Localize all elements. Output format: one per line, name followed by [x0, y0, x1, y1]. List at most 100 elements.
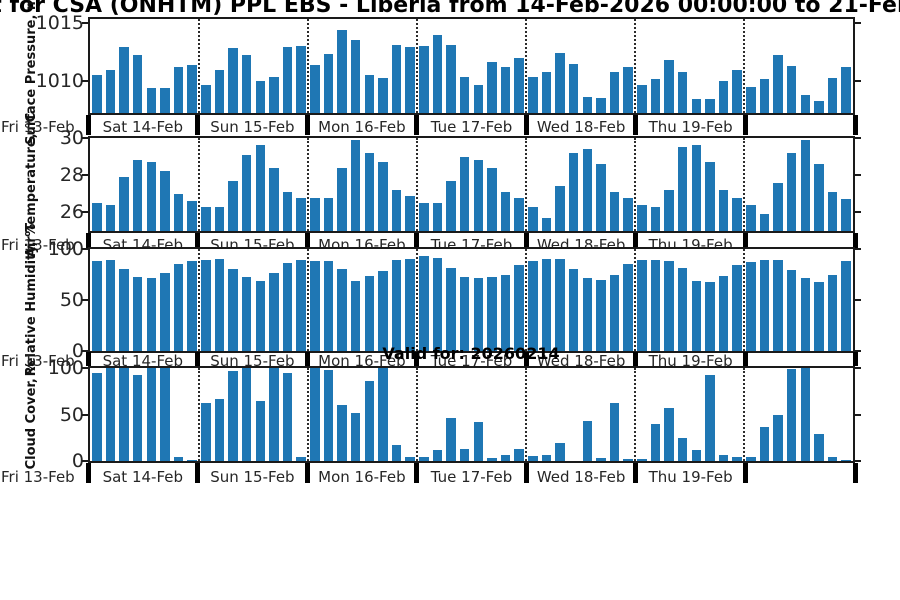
data-bar: [841, 199, 851, 231]
data-bar: [786, 368, 797, 461]
data-bar: [241, 368, 252, 461]
data-bar: [800, 139, 811, 231]
data-bar: [255, 81, 266, 113]
data-bar: [419, 46, 429, 113]
data-bar: [378, 162, 388, 231]
data-bar: [119, 269, 129, 351]
data-bar: [677, 437, 688, 461]
data-bar: [500, 191, 511, 231]
y-tick-mark: [855, 137, 861, 139]
data-bar: [282, 372, 293, 461]
data-bar: [323, 197, 334, 231]
day-boundary-tick: [414, 115, 420, 135]
data-bar: [691, 449, 702, 461]
data-bar: [677, 147, 688, 231]
data-bar: [310, 368, 320, 461]
data-bar: [732, 457, 742, 461]
y-tick-label: 1015: [35, 11, 84, 34]
y-axis-label: Cloud Cover, %: [24, 360, 39, 469]
y-tick-mark: [855, 174, 861, 177]
data-bar: [555, 53, 565, 113]
y-tick-mark: [82, 350, 88, 352]
day-boundary-tick: [304, 463, 310, 483]
data-bar: [364, 275, 375, 351]
y-tick-mark: [82, 367, 88, 369]
data-bar: [391, 445, 402, 461]
y-tick-mark: [82, 211, 88, 214]
day-boundary-tick: [85, 352, 91, 366]
data-bar: [405, 259, 415, 351]
data-bar: [514, 265, 524, 351]
data-bar: [759, 214, 770, 231]
data-bar: [391, 260, 402, 351]
data-bar: [105, 260, 116, 351]
day-boundary-tick: [304, 352, 310, 366]
y-tick-mark: [855, 367, 861, 369]
y-tick-label: 28: [59, 164, 84, 187]
data-bar: [432, 449, 443, 461]
data-bar: [650, 206, 661, 231]
data-bar: [746, 457, 756, 461]
data-bar: [650, 78, 661, 113]
left-edge-day-label: Fri 13-Feb: [1, 468, 75, 486]
day-label: Sun 15-Feb: [210, 468, 295, 486]
data-bar: [637, 260, 647, 351]
day-label: Thu 19-Feb: [648, 352, 733, 370]
data-bar: [419, 203, 429, 231]
day-boundary-tick: [195, 463, 201, 483]
day-label: Tue 17-Feb: [430, 352, 513, 370]
data-bar: [432, 203, 443, 231]
data-bar: [637, 84, 647, 113]
data-bar: [269, 368, 279, 461]
day-label: Tue 17-Feb: [430, 118, 513, 136]
day-divider-line: [198, 249, 200, 351]
data-bar: [814, 281, 824, 351]
day-label: Mon 16-Feb: [318, 352, 406, 370]
data-bar: [201, 206, 211, 231]
data-bar: [541, 455, 552, 461]
day-label: Sat 14-Feb: [102, 118, 184, 136]
data-bar: [841, 261, 851, 351]
data-bar: [528, 261, 538, 351]
data-bar: [364, 75, 375, 113]
data-bar: [337, 269, 347, 351]
data-bar: [255, 145, 266, 231]
day-divider-line: [416, 368, 418, 461]
day-boundary-tick: [85, 233, 91, 249]
data-bar: [350, 139, 361, 231]
day-boundary-tick: [523, 352, 529, 366]
data-bar: [528, 76, 538, 113]
y-tick-label: 100: [47, 238, 84, 260]
data-bar: [228, 180, 238, 231]
data-bar: [514, 57, 524, 113]
data-bar: [568, 152, 579, 231]
day-boundary-tick: [852, 115, 858, 135]
data-bar: [119, 47, 129, 113]
data-bar: [487, 458, 497, 461]
day-divider-line: [743, 19, 745, 113]
data-bar: [746, 87, 756, 113]
data-bar: [814, 101, 824, 113]
left-edge-day-label: Fri 13-Feb: [1, 236, 75, 254]
data-bar: [173, 457, 184, 461]
data-bar: [432, 35, 443, 113]
day-boundary-tick: [742, 115, 748, 135]
data-bar: [160, 273, 170, 351]
data-bar: [310, 197, 320, 231]
data-bar: [459, 448, 470, 461]
data-bar: [323, 54, 334, 113]
data-bar: [92, 261, 102, 351]
data-bar: [173, 67, 184, 113]
day-label: Sat 14-Feb: [102, 352, 184, 370]
day-boundary-tick: [85, 115, 91, 135]
data-bar: [827, 457, 838, 461]
data-bar: [282, 191, 293, 231]
day-boundary-tick: [523, 115, 529, 135]
data-bar: [827, 274, 838, 351]
data-bar: [555, 259, 565, 351]
day-boundary-tick: [523, 463, 529, 483]
data-bar: [759, 426, 770, 461]
data-bar: [92, 203, 102, 231]
data-bar: [705, 281, 715, 351]
data-bar: [269, 76, 279, 113]
